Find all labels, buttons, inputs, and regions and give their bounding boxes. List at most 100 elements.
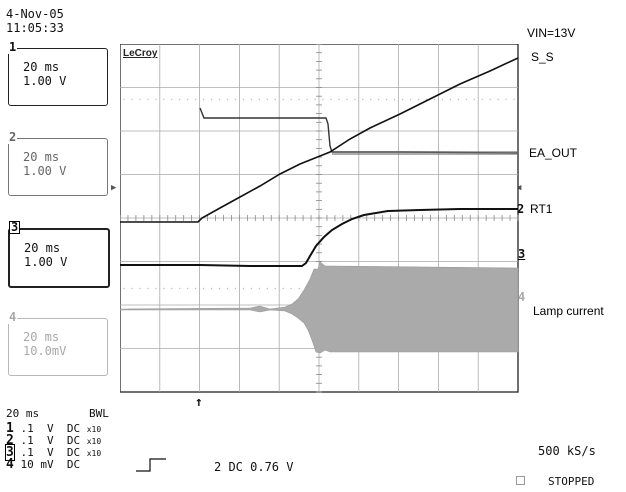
channel-2-scale: 1.00 V bbox=[23, 164, 67, 178]
reference-dot bbox=[489, 98, 491, 101]
reference-dot bbox=[449, 98, 452, 101]
trigger-edge-icon[interactable] bbox=[136, 455, 176, 475]
reference-dot bbox=[218, 98, 221, 101]
reference-dot bbox=[155, 98, 157, 101]
reference-dot bbox=[242, 98, 245, 101]
reference-dot bbox=[322, 98, 324, 101]
reference-dot bbox=[147, 287, 149, 290]
channel-3-marker: 3 bbox=[518, 247, 526, 261]
bandwidth-limit-indicator: BWL bbox=[89, 407, 109, 420]
reference-dot bbox=[139, 287, 141, 290]
reference-dot bbox=[290, 98, 292, 101]
ss-trace bbox=[120, 57, 519, 223]
footer-timebase: 20 ms bbox=[6, 407, 40, 420]
sample-rate: 500 kS/s bbox=[538, 444, 596, 458]
reference-dot bbox=[202, 98, 205, 101]
reference-dot bbox=[131, 287, 133, 290]
reference-dot bbox=[282, 98, 284, 101]
reference-dot bbox=[250, 287, 253, 290]
reference-dot bbox=[465, 98, 467, 101]
channel-2-number: 2 bbox=[8, 130, 18, 144]
reference-dot bbox=[258, 98, 261, 101]
channel-4-box[interactable]: 4 20 ms 10.0mV bbox=[8, 310, 108, 376]
reference-dot bbox=[194, 98, 197, 101]
coupling-row-ch1: 1 .1 V DC x10 bbox=[6, 421, 102, 436]
reference-dot bbox=[131, 98, 133, 101]
reference-dot bbox=[385, 98, 388, 101]
channel-1-box[interactable]: 1 20 ms 1.00 V bbox=[8, 40, 108, 106]
oscilloscope-display: LeCroy bbox=[120, 44, 519, 393]
reference-dot bbox=[393, 98, 396, 101]
rt1-channel-marker: 2 bbox=[517, 202, 525, 216]
coupling-row-ch2: 2 .1 V DC x10 bbox=[6, 433, 102, 448]
reference-dot bbox=[417, 98, 420, 101]
reference-dot bbox=[171, 287, 173, 290]
reference-dot bbox=[242, 287, 245, 290]
reference-dot bbox=[258, 287, 261, 290]
channel-4-number: 4 bbox=[8, 310, 18, 324]
reference-dot bbox=[298, 287, 300, 290]
channel-3-scale: 1.00 V bbox=[24, 255, 68, 269]
reference-dot bbox=[210, 98, 213, 101]
reference-dot bbox=[282, 287, 284, 290]
reference-dot bbox=[234, 98, 237, 101]
trigger-position-arrow-icon[interactable]: ↑ bbox=[195, 395, 203, 410]
reference-dot bbox=[370, 98, 372, 101]
trigger-setting: 2 DC 0.76 V bbox=[214, 460, 294, 474]
left-offset-arrow-icon: ▶ bbox=[111, 183, 117, 193]
lamp-current-trace bbox=[120, 261, 519, 354]
channel-2-timebase: 20 ms bbox=[23, 150, 60, 164]
reference-dot bbox=[123, 98, 125, 101]
reference-dot bbox=[250, 98, 253, 101]
reference-dot bbox=[306, 98, 308, 101]
channel-1-timebase: 20 ms bbox=[23, 60, 60, 74]
reference-dot bbox=[186, 98, 189, 101]
reference-dot bbox=[362, 98, 364, 101]
reference-dot bbox=[179, 287, 181, 290]
reference-dot bbox=[505, 98, 507, 101]
reference-dot bbox=[354, 98, 356, 101]
reference-dot bbox=[218, 287, 221, 290]
reference-dot bbox=[441, 98, 444, 101]
reference-dot bbox=[171, 98, 173, 101]
channel-1-scale: 1.00 V bbox=[23, 74, 67, 88]
scope-brand: LeCroy bbox=[123, 48, 158, 59]
reference-dot bbox=[202, 287, 205, 290]
reference-dot bbox=[266, 287, 268, 290]
reference-dot bbox=[378, 98, 380, 101]
reference-dot bbox=[314, 98, 316, 101]
rt1-label: RT1 bbox=[530, 202, 553, 216]
reference-dot bbox=[481, 98, 483, 101]
ss-label: S_S bbox=[531, 50, 554, 64]
channel-2-box[interactable]: 2 20 ms 1.00 V bbox=[8, 130, 108, 196]
reference-dot bbox=[497, 98, 499, 101]
lamp-current-label: Lamp current bbox=[533, 304, 604, 318]
channel-4-timebase: 20 ms bbox=[23, 330, 60, 344]
channel-3-box[interactable]: 3 20 ms 1.00 V bbox=[8, 221, 110, 288]
capture-time: 11:05:33 bbox=[6, 21, 64, 35]
reference-dot bbox=[179, 98, 181, 101]
channel-4-marker: 4 bbox=[518, 290, 526, 304]
reference-dot bbox=[457, 98, 460, 101]
reference-dot bbox=[234, 287, 237, 290]
reference-dot bbox=[290, 287, 292, 290]
reference-dot bbox=[163, 287, 165, 290]
reference-dot bbox=[433, 98, 436, 101]
ea-out-label: EA_OUT bbox=[529, 146, 578, 160]
reference-dot bbox=[226, 98, 229, 101]
acquisition-status: STOPPED bbox=[548, 475, 595, 488]
coupling-row-ch4: 4 10 mV DC bbox=[6, 457, 81, 472]
reference-dot bbox=[139, 98, 141, 101]
reference-dot bbox=[163, 98, 165, 101]
reference-dot bbox=[210, 287, 213, 290]
reference-dot bbox=[274, 287, 276, 290]
channel-4-scale: 10.0mV bbox=[23, 344, 67, 358]
reference-dot bbox=[194, 287, 197, 290]
reference-dot bbox=[147, 98, 149, 101]
right-offset-arrow-icon: ◀ bbox=[516, 183, 522, 193]
reference-dot bbox=[298, 98, 300, 101]
capture-date: 4-Nov-05 bbox=[6, 7, 64, 21]
channel-1-number: 1 bbox=[8, 40, 18, 54]
reference-dot bbox=[155, 287, 157, 290]
reference-dot bbox=[123, 287, 125, 290]
